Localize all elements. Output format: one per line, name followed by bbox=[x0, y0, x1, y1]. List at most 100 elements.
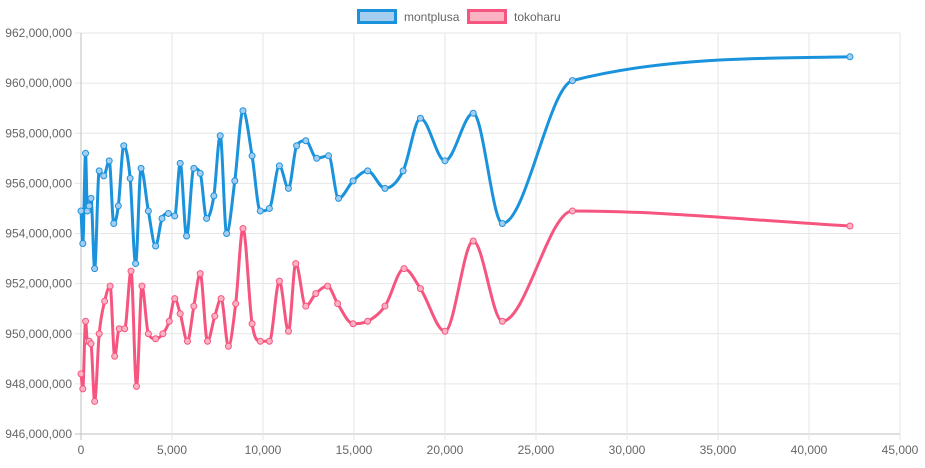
data-point[interactable] bbox=[568, 77, 576, 85]
data-point[interactable] bbox=[275, 162, 283, 170]
data-point[interactable] bbox=[85, 202, 93, 210]
data-point[interactable] bbox=[152, 242, 160, 250]
data-point[interactable] bbox=[190, 164, 198, 172]
data-point[interactable] bbox=[223, 230, 231, 237]
data-point[interactable] bbox=[231, 177, 239, 185]
data-point[interactable] bbox=[137, 164, 145, 172]
data-point[interactable] bbox=[79, 240, 87, 248]
data-point[interactable] bbox=[239, 224, 247, 232]
data-point[interactable] bbox=[133, 382, 141, 390]
data-point[interactable] bbox=[292, 260, 300, 268]
data-point[interactable] bbox=[82, 149, 90, 157]
data-point[interactable] bbox=[196, 169, 204, 177]
data-point[interactable] bbox=[302, 137, 310, 145]
data-point[interactable] bbox=[399, 167, 407, 175]
data-point[interactable] bbox=[132, 260, 140, 268]
data-point[interactable] bbox=[335, 194, 343, 202]
data-point[interactable] bbox=[101, 297, 109, 305]
data-point[interactable] bbox=[110, 219, 118, 227]
data-point[interactable] bbox=[105, 157, 113, 165]
data-point[interactable] bbox=[91, 397, 99, 405]
data-point[interactable] bbox=[441, 327, 449, 335]
data-point[interactable] bbox=[77, 370, 85, 378]
data-point[interactable] bbox=[349, 177, 357, 185]
data-point[interactable] bbox=[256, 337, 264, 345]
data-point[interactable] bbox=[364, 317, 372, 325]
data-point[interactable] bbox=[381, 184, 389, 192]
data-point[interactable] bbox=[284, 184, 292, 192]
data-point[interactable] bbox=[106, 282, 114, 290]
data-point[interactable] bbox=[165, 317, 173, 325]
legend[interactable]: montplusa tokoharu bbox=[357, 9, 561, 24]
data-point[interactable] bbox=[441, 157, 449, 165]
data-point[interactable] bbox=[121, 325, 129, 333]
data-point[interactable] bbox=[568, 207, 576, 215]
data-point[interactable] bbox=[171, 295, 179, 303]
data-point[interactable] bbox=[190, 302, 198, 310]
data-point[interactable] bbox=[846, 53, 854, 61]
data-point[interactable] bbox=[416, 114, 424, 122]
data-point[interactable] bbox=[416, 285, 424, 293]
data-point[interactable] bbox=[95, 167, 103, 175]
data-point[interactable] bbox=[176, 159, 184, 167]
data-point[interactable] bbox=[275, 277, 283, 285]
data-point[interactable] bbox=[224, 342, 232, 350]
data-point[interactable] bbox=[144, 207, 152, 215]
data-point[interactable] bbox=[211, 312, 219, 320]
data-point[interactable] bbox=[91, 265, 99, 273]
data-point[interactable] bbox=[171, 212, 179, 220]
data-point[interactable] bbox=[325, 152, 333, 160]
data-point[interactable] bbox=[203, 214, 211, 222]
data-point[interactable] bbox=[265, 204, 273, 212]
data-point[interactable] bbox=[216, 132, 224, 140]
data-point[interactable] bbox=[302, 302, 310, 310]
data-point[interactable] bbox=[152, 335, 160, 343]
legend-item-montplusa[interactable]: montplusa bbox=[357, 9, 460, 24]
data-point[interactable] bbox=[313, 154, 321, 162]
data-point[interactable] bbox=[265, 337, 273, 345]
data-point[interactable] bbox=[87, 194, 95, 202]
data-point[interactable] bbox=[183, 232, 191, 240]
data-point[interactable] bbox=[158, 214, 166, 222]
data-point[interactable] bbox=[159, 330, 167, 338]
data-point[interactable] bbox=[138, 282, 146, 290]
data-point[interactable] bbox=[210, 192, 218, 200]
data-point[interactable] bbox=[144, 330, 152, 338]
legend-item-tokoharu[interactable]: tokoharu bbox=[467, 9, 561, 24]
data-point[interactable] bbox=[846, 222, 854, 230]
data-point[interactable] bbox=[400, 265, 408, 273]
data-point[interactable] bbox=[100, 172, 108, 180]
data-point[interactable] bbox=[127, 267, 135, 275]
data-point[interactable] bbox=[126, 174, 134, 182]
data-point[interactable] bbox=[256, 207, 264, 215]
data-point[interactable] bbox=[232, 300, 240, 308]
data-point[interactable] bbox=[498, 317, 506, 325]
data-point[interactable] bbox=[498, 219, 506, 227]
data-point[interactable] bbox=[364, 167, 372, 175]
data-point[interactable] bbox=[349, 320, 357, 328]
data-point[interactable] bbox=[284, 327, 292, 335]
data-point[interactable] bbox=[248, 152, 256, 160]
data-point[interactable] bbox=[239, 107, 247, 115]
data-point[interactable] bbox=[334, 300, 342, 308]
data-point[interactable] bbox=[183, 337, 191, 345]
data-point[interactable] bbox=[87, 340, 95, 348]
data-point[interactable] bbox=[203, 337, 211, 345]
data-point[interactable] bbox=[176, 310, 184, 318]
data-point[interactable] bbox=[469, 109, 477, 117]
data-point[interactable] bbox=[324, 282, 332, 290]
data-point[interactable] bbox=[111, 352, 119, 360]
data-point[interactable] bbox=[196, 270, 204, 278]
data-point[interactable] bbox=[95, 330, 103, 338]
data-point[interactable] bbox=[164, 209, 172, 217]
data-point[interactable] bbox=[312, 290, 320, 298]
data-point[interactable] bbox=[79, 385, 87, 393]
data-point[interactable] bbox=[469, 237, 477, 245]
data-point[interactable] bbox=[381, 302, 389, 310]
data-point[interactable] bbox=[114, 202, 122, 210]
data-point[interactable] bbox=[217, 295, 225, 303]
data-point[interactable] bbox=[293, 142, 301, 150]
data-point[interactable] bbox=[77, 207, 85, 215]
data-point[interactable] bbox=[120, 142, 128, 150]
data-point[interactable] bbox=[82, 317, 90, 325]
